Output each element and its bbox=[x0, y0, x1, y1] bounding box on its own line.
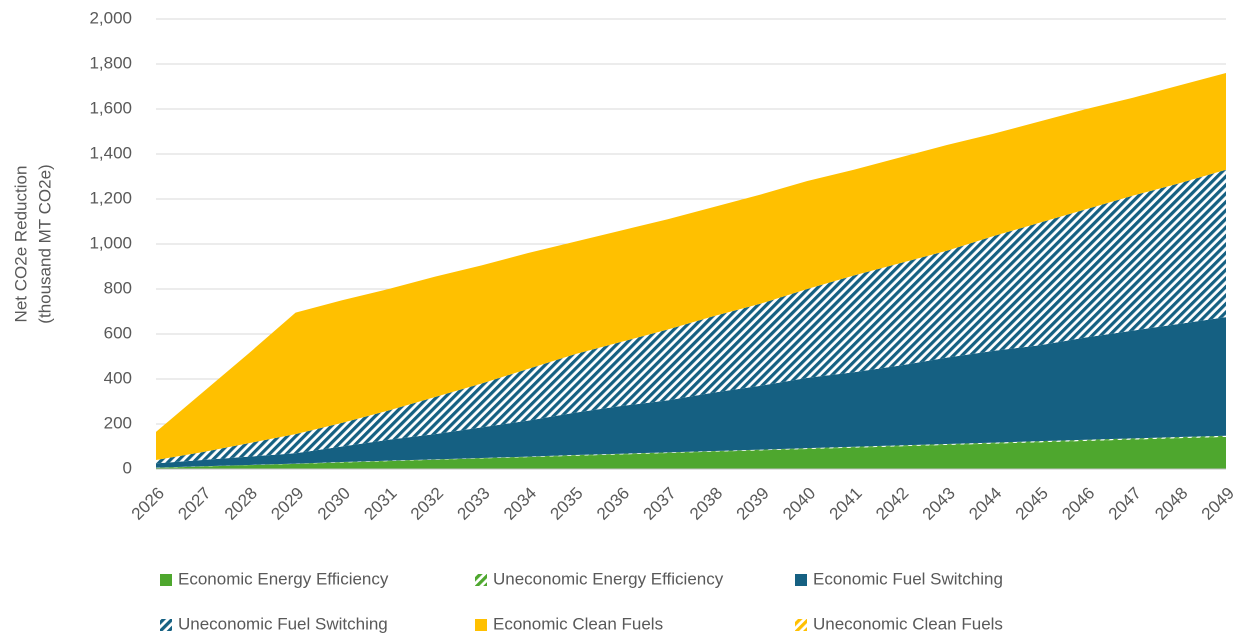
y-tick-label: 1,600 bbox=[89, 98, 132, 117]
legend-swatch bbox=[160, 574, 172, 586]
legend-label: Uneconomic Energy Efficiency bbox=[493, 569, 724, 588]
x-tick-label: 2043 bbox=[919, 484, 959, 524]
legend-label: Economic Fuel Switching bbox=[813, 569, 1003, 588]
legend-label: Economic Energy Efficiency bbox=[178, 569, 389, 588]
x-tick-label: 2044 bbox=[965, 484, 1005, 524]
x-tick-label: 2026 bbox=[128, 484, 168, 524]
area bbox=[156, 435, 1226, 468]
x-tick-label: 2034 bbox=[500, 484, 540, 524]
y-tick-label: 2,000 bbox=[89, 8, 132, 27]
x-tick-label: 2045 bbox=[1012, 484, 1052, 524]
y-tick-label: 200 bbox=[104, 413, 132, 432]
legend-label: Economic Clean Fuels bbox=[493, 614, 663, 633]
x-tick-label: 2047 bbox=[1105, 484, 1145, 524]
x-tick-label: 2038 bbox=[686, 484, 726, 524]
x-tick-label: 2032 bbox=[407, 484, 447, 524]
area bbox=[156, 73, 1226, 460]
y-tick-label: 800 bbox=[104, 278, 132, 297]
x-tick-label: 2049 bbox=[1198, 484, 1238, 524]
y-axis-title: (thousand MT CO2e) bbox=[35, 164, 54, 323]
x-tick-label: 2027 bbox=[174, 484, 214, 524]
x-tick-label: 2041 bbox=[826, 484, 866, 524]
y-tick-label: 0 bbox=[123, 458, 132, 477]
legend-swatch bbox=[795, 619, 807, 631]
legend-swatch bbox=[475, 574, 487, 586]
y-tick-label: 1,400 bbox=[89, 143, 132, 162]
y-tick-label: 600 bbox=[104, 323, 132, 342]
x-tick-label: 2029 bbox=[267, 484, 307, 524]
legend-swatch bbox=[160, 619, 172, 631]
area bbox=[156, 169, 1226, 464]
x-tick-label: 2046 bbox=[1058, 484, 1098, 524]
legend-swatch bbox=[475, 619, 487, 631]
y-tick-label: 1,200 bbox=[89, 188, 132, 207]
x-tick-label: 2033 bbox=[453, 484, 493, 524]
x-tick-label: 2039 bbox=[733, 484, 773, 524]
legend-label: Uneconomic Fuel Switching bbox=[178, 614, 388, 633]
y-tick-label: 1,000 bbox=[89, 233, 132, 252]
legend-swatch bbox=[795, 574, 807, 586]
x-tick-label: 2035 bbox=[547, 484, 587, 524]
x-tick-label: 2037 bbox=[640, 484, 680, 524]
x-tick-label: 2048 bbox=[1151, 484, 1191, 524]
x-tick-label: 2030 bbox=[314, 484, 354, 524]
area bbox=[156, 317, 1226, 468]
area bbox=[156, 436, 1226, 469]
x-tick-label: 2040 bbox=[779, 484, 819, 524]
x-tick-label: 2031 bbox=[360, 484, 400, 524]
y-tick-label: 1,800 bbox=[89, 53, 132, 72]
legend-label: Uneconomic Clean Fuels bbox=[813, 614, 1003, 633]
y-axis-title: Net CO2e Reduction bbox=[11, 166, 30, 323]
x-tick-label: 2028 bbox=[221, 484, 261, 524]
y-tick-label: 400 bbox=[104, 368, 132, 387]
x-tick-label: 2042 bbox=[872, 484, 912, 524]
x-tick-label: 2036 bbox=[593, 484, 633, 524]
